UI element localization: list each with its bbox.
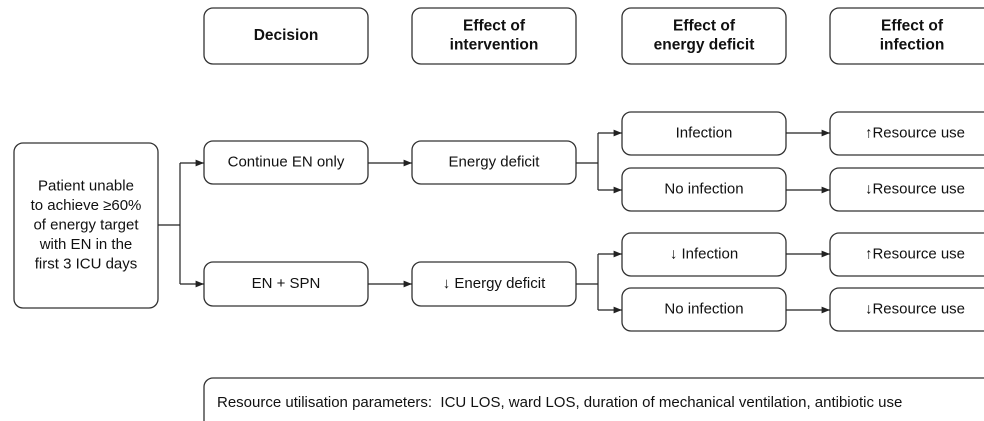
column-header-text: infection (880, 37, 945, 54)
footer-text: Resource utilisation parameters: ICU LOS… (217, 394, 902, 411)
node-text: Energy deficit (449, 153, 541, 170)
column-header-box (829, 7, 984, 65)
column-header-text: Effect of (463, 18, 526, 35)
node-text: EN + SPN (252, 275, 321, 292)
node-text: No infection (664, 180, 743, 197)
column-header-box (411, 7, 577, 65)
node-text: No infection (664, 300, 743, 317)
node-text: Patient unable (38, 177, 134, 194)
column-header-text: Effect of (673, 18, 736, 35)
footer-box (203, 377, 984, 421)
column-header-text: Effect of (881, 18, 944, 35)
node-text: ↓ Infection (670, 245, 738, 262)
column-header-text: intervention (450, 37, 539, 54)
node-text: of energy target (33, 216, 139, 233)
node-text: to achieve ≥60% (31, 197, 142, 214)
node-text: ↑Resource use (865, 124, 965, 141)
node-text: Continue EN only (228, 153, 345, 170)
node-text: ↓ Energy deficit (443, 275, 546, 292)
node-text: ↓Resource use (865, 180, 965, 197)
column-header-box (621, 7, 787, 65)
column-header-text: Decision (254, 27, 319, 44)
column-header-text: energy deficit (654, 37, 755, 54)
node-text: with EN in the (39, 236, 133, 253)
node-text: Infection (676, 124, 733, 141)
column-header-box (203, 7, 369, 65)
node-text: ↓Resource use (865, 300, 965, 317)
node-text: ↑Resource use (865, 245, 965, 262)
node-text: first 3 ICU days (35, 255, 138, 272)
